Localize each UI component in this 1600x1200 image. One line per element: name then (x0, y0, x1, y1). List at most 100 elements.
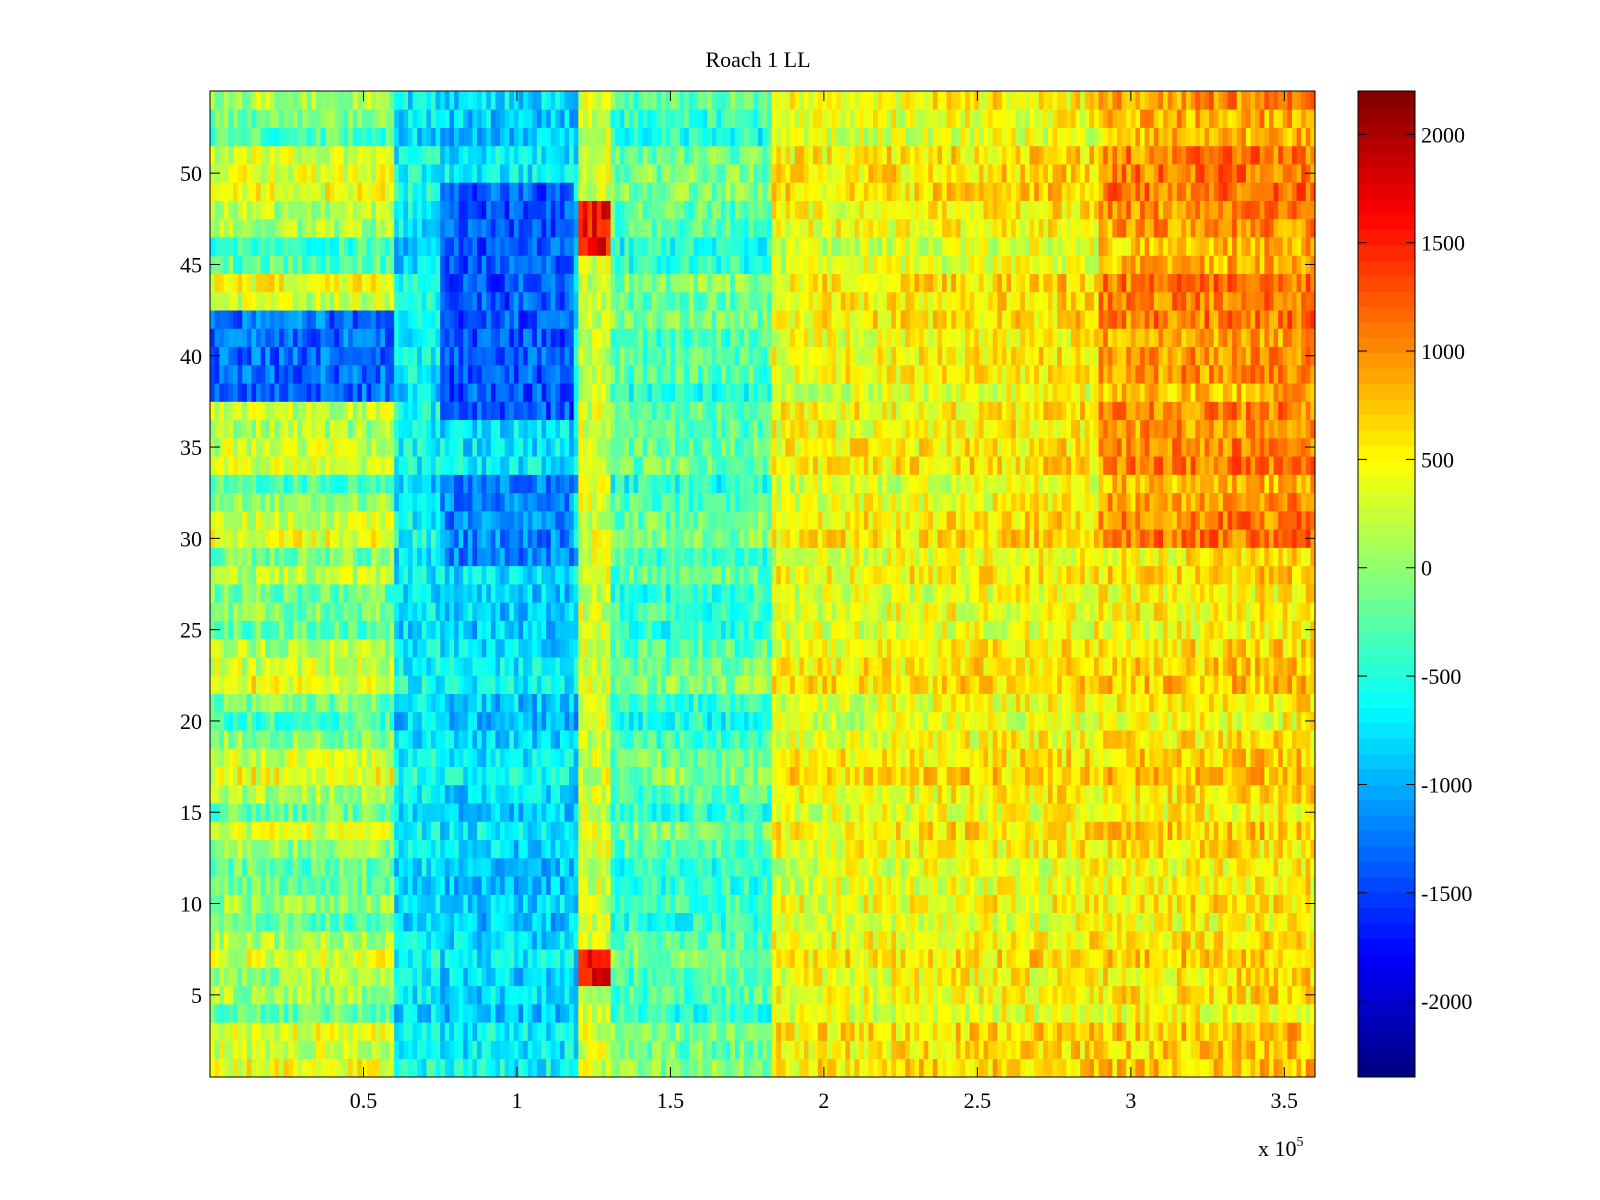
heatmap-cell (242, 985, 248, 1005)
heatmap-cell (1144, 1058, 1150, 1078)
heatmap-cell (1061, 803, 1067, 822)
heatmap-cell (564, 784, 570, 804)
heatmap-cell (711, 930, 717, 950)
heatmap-cell (1061, 1040, 1067, 1060)
heatmap-cell (559, 730, 565, 749)
heatmap-cell (919, 894, 925, 914)
heatmap-cell (472, 912, 478, 932)
heatmap-cell (541, 821, 547, 841)
heatmap-cell (467, 1040, 473, 1060)
heatmap-cell (582, 967, 588, 987)
heatmap-cell (1015, 821, 1021, 841)
heatmap-cell (1094, 985, 1100, 1005)
heatmap-cell (269, 711, 275, 731)
heatmap-cell (813, 949, 819, 968)
heatmap-cell (210, 857, 216, 877)
heatmap-cell (1070, 711, 1076, 731)
heatmap-cell (444, 803, 450, 822)
heatmap-cell (315, 821, 321, 841)
heatmap-cell (1305, 1022, 1311, 1041)
heatmap-cell (652, 1003, 658, 1023)
heatmap-cell (840, 967, 846, 987)
heatmap-cell (845, 766, 851, 786)
heatmap-cell (1199, 876, 1205, 895)
heatmap-cell (578, 949, 584, 968)
heatmap-cell (329, 1040, 335, 1060)
heatmap-cell (375, 693, 381, 713)
heatmap-cell (1287, 949, 1293, 968)
heatmap-cell (799, 949, 805, 968)
heatmap-cell (652, 876, 658, 895)
heatmap-cell (412, 1003, 418, 1023)
heatmap-cell (679, 1040, 685, 1060)
heatmap-cell (214, 748, 220, 767)
heatmap-cell (260, 1040, 266, 1060)
heatmap-cell (1291, 1058, 1297, 1078)
heatmap-cell (969, 985, 975, 1005)
heatmap-cell (882, 821, 888, 841)
heatmap-cell (500, 730, 506, 749)
heatmap-cell (578, 766, 584, 786)
heatmap-cell (739, 1040, 745, 1060)
heatmap-cell (398, 1022, 404, 1041)
heatmap-cell (960, 693, 966, 713)
heatmap-cell (283, 930, 289, 950)
heatmap-cell (403, 894, 409, 914)
heatmap-cell (237, 784, 243, 804)
heatmap-cell (486, 1058, 492, 1078)
heatmap-cell (1287, 766, 1293, 786)
heatmap-cell (1103, 803, 1109, 822)
heatmap-cell (882, 930, 888, 950)
heatmap-cell (1172, 985, 1178, 1005)
heatmap-cell (965, 857, 971, 877)
heatmap-cell (886, 748, 892, 767)
heatmap-cell (628, 803, 634, 822)
heatmap-cell (1112, 693, 1118, 713)
heatmap-cell (348, 985, 354, 1005)
heatmap-cell (638, 803, 644, 822)
heatmap-cell (219, 839, 225, 859)
heatmap-cell (1232, 803, 1238, 822)
heatmap-cell (417, 949, 423, 968)
heatmap-cell (486, 857, 492, 877)
heatmap-cell (265, 1040, 271, 1060)
heatmap-cell (794, 857, 800, 877)
heatmap-cell (472, 821, 478, 841)
heatmap-cell (242, 803, 248, 822)
heatmap-cell (601, 803, 607, 822)
heatmap-cell (486, 748, 492, 767)
heatmap-cell (251, 711, 257, 731)
heatmap-cell (849, 766, 855, 786)
heatmap-cell (288, 784, 294, 804)
heatmap-cell (619, 949, 625, 968)
heatmap-cell (223, 949, 229, 968)
heatmap-cell (905, 1003, 911, 1023)
heatmap-cell (302, 985, 308, 1005)
heatmap-cell (665, 894, 671, 914)
heatmap-cell (679, 912, 685, 932)
heatmap-cell (246, 693, 252, 713)
heatmap-cell (652, 967, 658, 987)
heatmap-cell (628, 711, 634, 731)
heatmap-cell (679, 1003, 685, 1023)
heatmap-cell (444, 784, 450, 804)
heatmap-cell (477, 894, 483, 914)
heatmap-cell (1273, 930, 1279, 950)
heatmap-cell (269, 1003, 275, 1023)
heatmap-cell (472, 894, 478, 914)
heatmap-cell (914, 784, 920, 804)
heatmap-cell (555, 803, 561, 822)
heatmap-cell (711, 839, 717, 859)
heatmap-cell (675, 766, 681, 786)
heatmap-cell (546, 1003, 552, 1023)
heatmap-cell (389, 711, 395, 731)
heatmap-cell (1310, 784, 1316, 804)
heatmap-cell (619, 766, 625, 786)
heatmap-cell (398, 985, 404, 1005)
heatmap-cell (1075, 730, 1081, 749)
heatmap-cell (951, 766, 957, 786)
heatmap-cell (1259, 803, 1265, 822)
heatmap-cell (771, 839, 777, 859)
heatmap-cell (840, 821, 846, 841)
heatmap-cell (527, 766, 533, 786)
